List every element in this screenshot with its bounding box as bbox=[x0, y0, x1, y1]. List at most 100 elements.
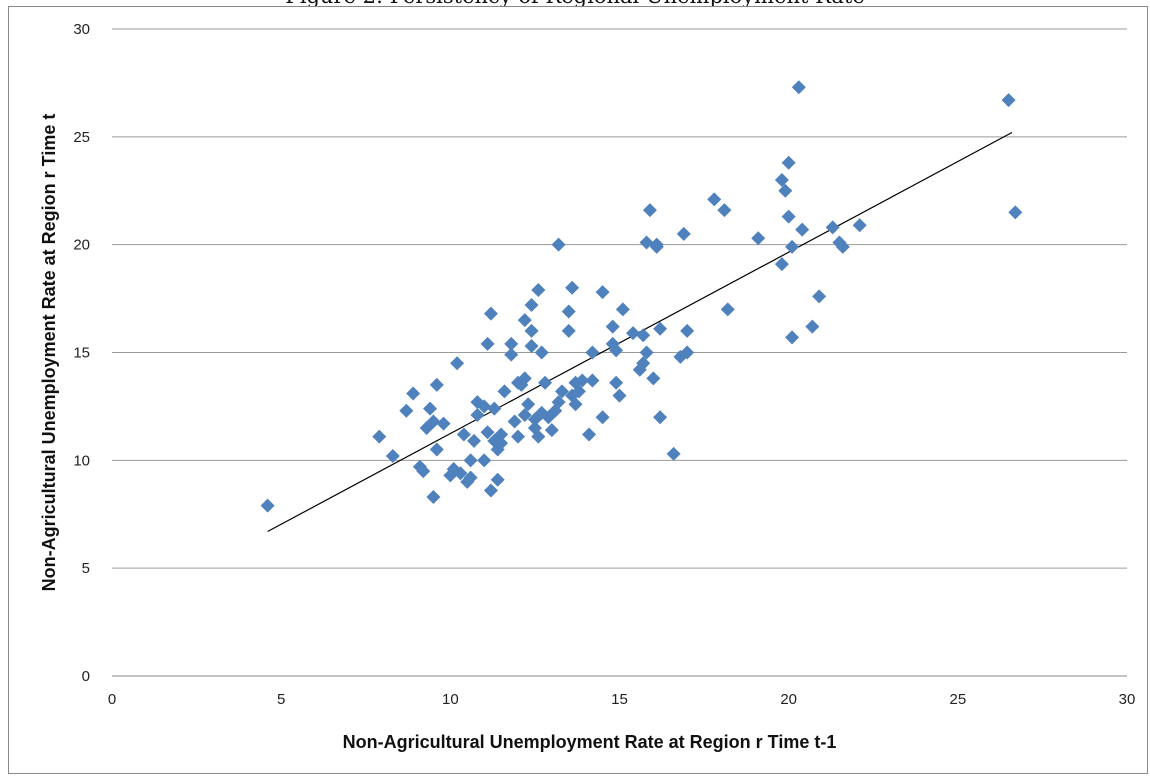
x-tick-label: 25 bbox=[949, 691, 966, 708]
data-point bbox=[463, 470, 478, 485]
data-point bbox=[639, 345, 654, 360]
data-point bbox=[453, 466, 468, 481]
data-point bbox=[609, 343, 624, 358]
data-point bbox=[416, 464, 431, 479]
data-point bbox=[385, 449, 400, 464]
data-point bbox=[680, 323, 695, 338]
data-point bbox=[524, 298, 539, 313]
data-point bbox=[785, 330, 800, 345]
data-point bbox=[1001, 93, 1016, 108]
data-point bbox=[260, 498, 275, 513]
data-point bbox=[774, 257, 789, 272]
x-axis-title: Non-Agricultural Unemployment Rate at Re… bbox=[343, 732, 837, 752]
data-point bbox=[406, 386, 421, 401]
data-point bbox=[646, 371, 661, 386]
data-point bbox=[517, 371, 532, 386]
y-tick-label: 5 bbox=[82, 560, 90, 577]
data-point bbox=[399, 403, 414, 418]
data-point bbox=[554, 384, 569, 399]
data-point bbox=[480, 336, 495, 351]
data-point bbox=[429, 442, 444, 457]
data-point bbox=[507, 414, 522, 429]
data-point bbox=[639, 235, 654, 250]
scatter-chart: 0 5 10 15 20 25 30 0 5 10 15 20 25 30 Non-Agricultur… bbox=[39, 21, 1136, 752]
data-point bbox=[561, 323, 576, 338]
data-point bbox=[774, 172, 789, 187]
data-point bbox=[483, 483, 498, 498]
data-point bbox=[642, 203, 657, 218]
data-point bbox=[785, 239, 800, 254]
data-point bbox=[636, 356, 651, 371]
x-tick-label: 15 bbox=[611, 691, 628, 708]
data-point bbox=[805, 319, 820, 334]
data-point bbox=[781, 155, 796, 170]
x-tick-label: 5 bbox=[277, 691, 285, 708]
data-point bbox=[595, 285, 610, 300]
y-axis-title: Non-Agricultural Unemployment Rate at Re… bbox=[39, 114, 59, 592]
x-tick-label: 0 bbox=[108, 691, 116, 708]
data-point bbox=[615, 302, 630, 317]
data-point bbox=[494, 436, 509, 451]
y-tick-label: 10 bbox=[73, 452, 90, 469]
data-point bbox=[571, 384, 586, 399]
data-point bbox=[649, 239, 664, 254]
y-tick-label: 25 bbox=[73, 129, 90, 146]
data-point bbox=[494, 427, 509, 442]
data-point bbox=[707, 192, 722, 207]
x-tick-label: 20 bbox=[780, 691, 797, 708]
data-point bbox=[524, 323, 539, 338]
y-tick-label: 0 bbox=[82, 668, 90, 685]
data-point bbox=[429, 377, 444, 392]
y-tick-label: 20 bbox=[73, 237, 90, 254]
data-point bbox=[524, 339, 539, 354]
data-point bbox=[720, 302, 735, 317]
data-point bbox=[426, 414, 441, 429]
data-point bbox=[551, 237, 566, 252]
data-point bbox=[781, 209, 796, 224]
data-point bbox=[835, 239, 850, 254]
data-point bbox=[717, 203, 732, 218]
x-tick-label: 30 bbox=[1119, 691, 1136, 708]
data-point bbox=[609, 375, 624, 390]
data-point bbox=[852, 218, 867, 233]
data-point bbox=[511, 429, 525, 444]
data-point bbox=[372, 429, 387, 444]
data-point bbox=[626, 326, 641, 341]
data-point bbox=[676, 226, 691, 241]
data-point bbox=[480, 425, 495, 440]
data-point bbox=[795, 222, 810, 237]
y-axis-ticks: 0 5 10 15 20 25 30 bbox=[73, 21, 90, 685]
data-point bbox=[585, 373, 600, 388]
y-tick-label: 15 bbox=[73, 345, 90, 362]
data-point bbox=[605, 319, 620, 334]
data-point bbox=[680, 345, 695, 360]
chart-frame: 0 5 10 15 20 25 30 0 5 10 15 20 25 30 Non-Agricultur… bbox=[8, 6, 1148, 774]
data-point bbox=[477, 453, 492, 468]
data-point bbox=[565, 280, 580, 295]
data-points bbox=[260, 80, 1023, 513]
data-point bbox=[538, 375, 553, 390]
data-point bbox=[517, 313, 532, 328]
data-point bbox=[490, 472, 505, 487]
data-point bbox=[791, 80, 806, 95]
data-point bbox=[568, 397, 583, 412]
data-point bbox=[825, 220, 840, 235]
data-point bbox=[456, 427, 471, 442]
data-point bbox=[504, 347, 519, 362]
data-point bbox=[551, 395, 566, 410]
data-point bbox=[531, 282, 546, 297]
data-point bbox=[534, 345, 549, 360]
data-point bbox=[778, 183, 793, 198]
gridlines bbox=[112, 28, 1127, 677]
data-point bbox=[582, 427, 597, 442]
data-point bbox=[467, 433, 482, 448]
figure-caption: Figure 2: Persistency of Regional Unempl… bbox=[0, 0, 1150, 12]
data-point bbox=[483, 306, 498, 321]
data-point bbox=[517, 408, 532, 423]
data-point bbox=[531, 429, 546, 444]
data-point bbox=[436, 416, 451, 431]
x-tick-label: 10 bbox=[442, 691, 459, 708]
data-point bbox=[561, 304, 576, 319]
data-point bbox=[470, 408, 485, 423]
data-point bbox=[666, 446, 681, 461]
